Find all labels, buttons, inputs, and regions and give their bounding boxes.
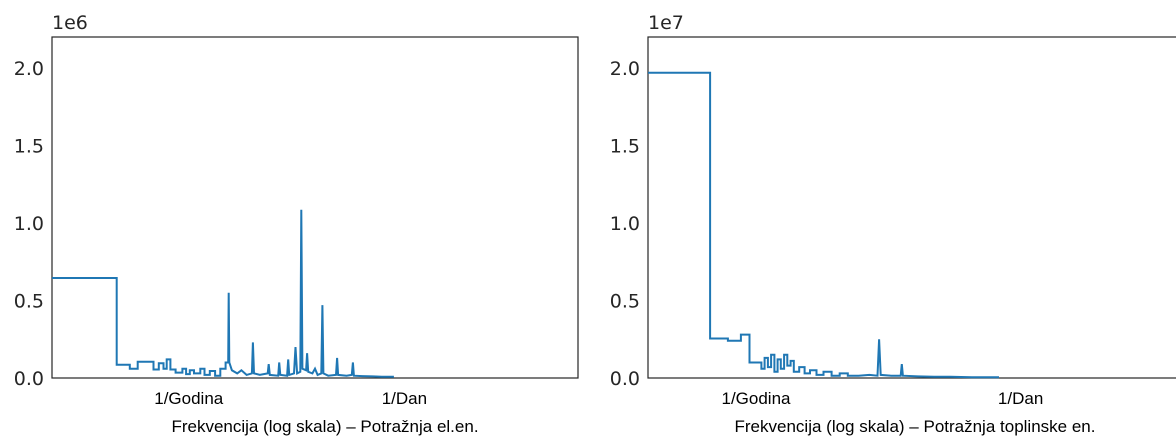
x-axis-label-heat: Frekvencija (log skala) – Potražnja topl… bbox=[735, 417, 1096, 436]
plot-frame-electricity bbox=[51, 36, 579, 379]
y-axis-ticks-heat: 0.0 0.5 1.0 1.5 2.0 bbox=[610, 58, 640, 390]
chart-heat: 1e7 0.0 0.5 1.0 1.5 2.0 1/Godina 1/Dan Frekve… bbox=[610, 12, 1176, 436]
x-tick-label: 1/Dan bbox=[998, 389, 1043, 408]
y-tick-label: 0.0 bbox=[14, 368, 44, 390]
series-line-electricity bbox=[52, 209, 394, 378]
y-tick-label: 0.5 bbox=[14, 291, 44, 313]
x-axis-label-electricity: Frekvencija (log skala) – Potražnja el.e… bbox=[171, 417, 478, 436]
y-tick-label: 0.5 bbox=[610, 291, 640, 313]
x-tick-label: 1/Godina bbox=[154, 389, 224, 408]
x-tick-label: 1/Dan bbox=[382, 389, 427, 408]
y-tick-label: 0.0 bbox=[610, 368, 640, 390]
y-tick-label: 2.0 bbox=[14, 58, 44, 80]
y-tick-label: 1.5 bbox=[610, 136, 640, 158]
x-axis-ticks-electricity: 1/Godina 1/Dan bbox=[154, 389, 427, 408]
y-tick-label: 1.0 bbox=[14, 213, 44, 235]
x-axis-ticks-heat: 1/Godina 1/Dan bbox=[722, 389, 1044, 408]
y-tick-label: 1.5 bbox=[14, 136, 44, 158]
scale-multiplier-electricity: 1e6 bbox=[52, 12, 88, 34]
series-line-heat bbox=[648, 71, 999, 379]
y-tick-label: 2.0 bbox=[610, 58, 640, 80]
scale-multiplier-heat: 1e7 bbox=[648, 12, 684, 34]
y-axis-ticks-electricity: 0.0 0.5 1.0 1.5 2.0 bbox=[14, 58, 44, 390]
x-tick-label: 1/Godina bbox=[722, 389, 792, 408]
y-tick-label: 1.0 bbox=[610, 213, 640, 235]
plot-frame-heat bbox=[647, 36, 1176, 379]
chart-electricity: 1e6 0.0 0.5 1.0 1.5 2.0 1/Godina 1/Dan Frekve… bbox=[14, 12, 579, 436]
